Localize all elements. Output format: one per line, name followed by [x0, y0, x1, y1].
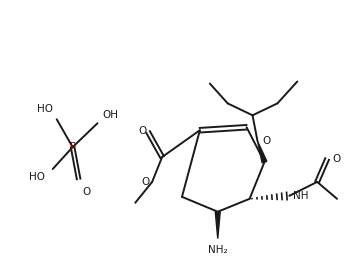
Text: O: O [141, 177, 149, 187]
Text: NH: NH [293, 191, 309, 201]
Polygon shape [257, 141, 267, 163]
Text: HO: HO [29, 172, 45, 182]
Text: O: O [262, 136, 271, 146]
Text: OH: OH [102, 110, 119, 120]
Text: O: O [138, 126, 146, 136]
Text: P: P [71, 142, 77, 152]
Text: O: O [82, 187, 91, 197]
Text: O: O [332, 154, 340, 164]
Text: NH₂: NH₂ [208, 244, 228, 254]
Polygon shape [215, 212, 220, 238]
Text: HO: HO [37, 104, 53, 114]
